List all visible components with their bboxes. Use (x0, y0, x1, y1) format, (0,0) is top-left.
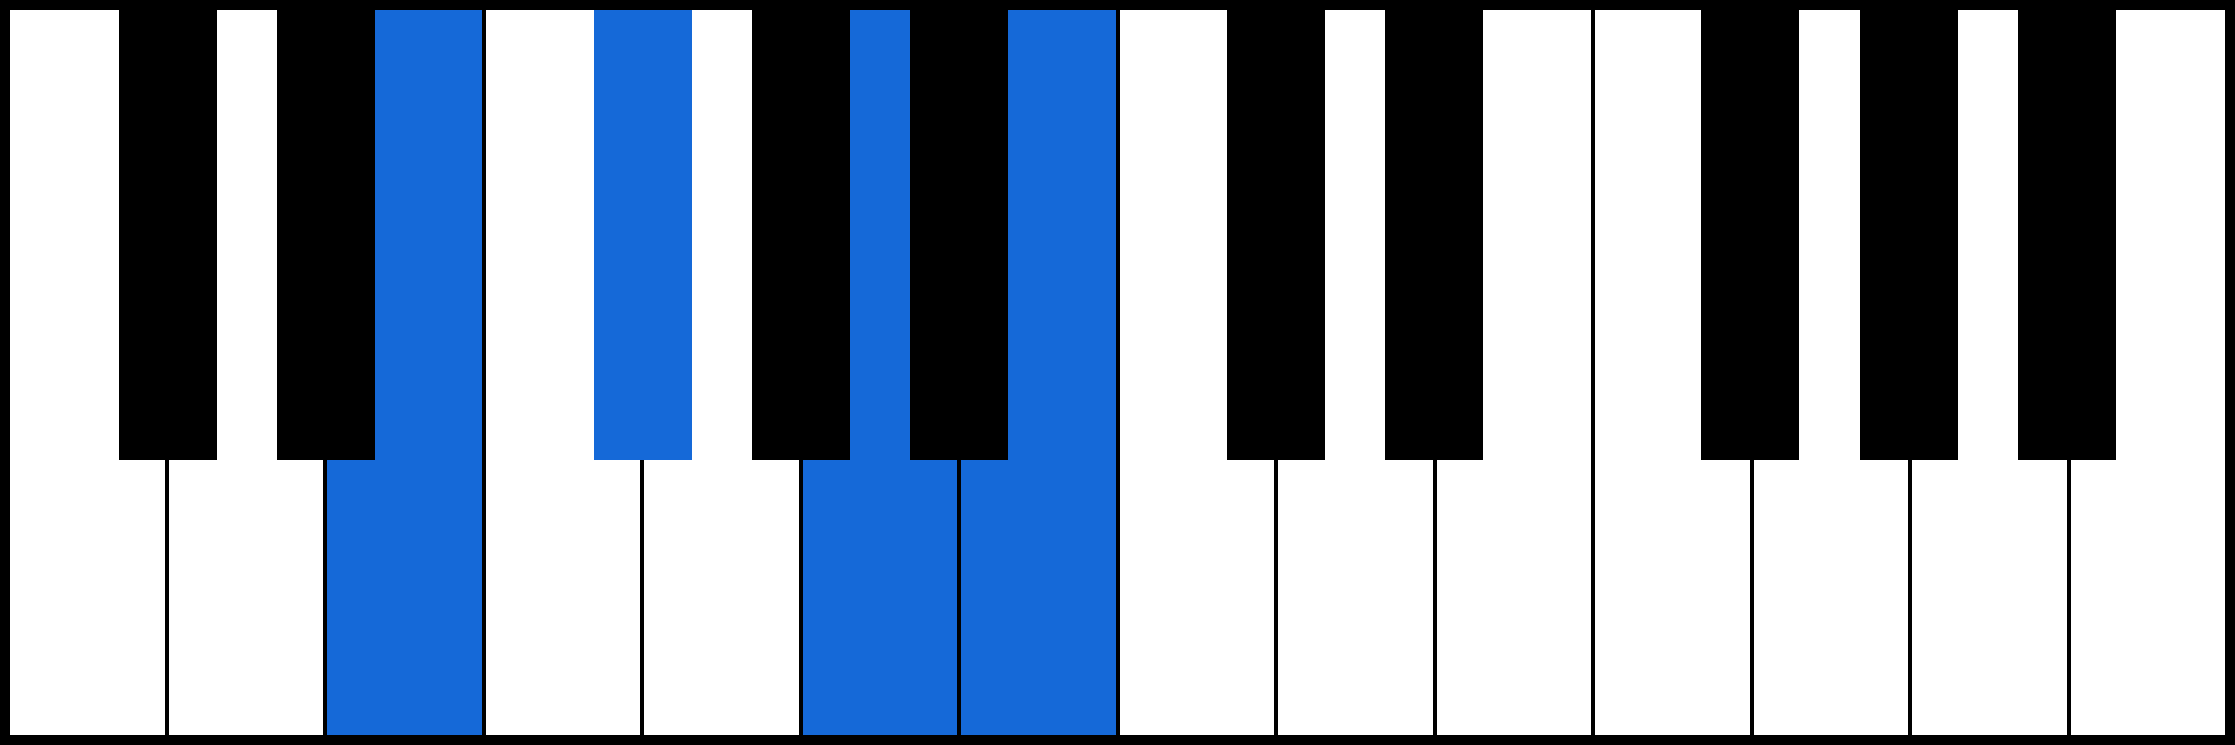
black-key-csharp-7[interactable] (1227, 10, 1325, 460)
black-key-gsharp-4[interactable] (752, 10, 850, 460)
black-key-asharp-12[interactable] (2018, 10, 2116, 460)
black-key-dsharp-8[interactable] (1385, 10, 1483, 460)
piano-keyboard (0, 0, 2235, 745)
black-key-asharp-5[interactable] (910, 10, 1008, 460)
black-key-csharp-0[interactable] (119, 10, 217, 460)
black-key-dsharp-1[interactable] (277, 10, 375, 460)
black-key-fsharp-10[interactable] (1701, 10, 1799, 460)
black-key-gsharp-11[interactable] (1860, 10, 1958, 460)
black-key-fsharp-3[interactable] (594, 10, 692, 460)
